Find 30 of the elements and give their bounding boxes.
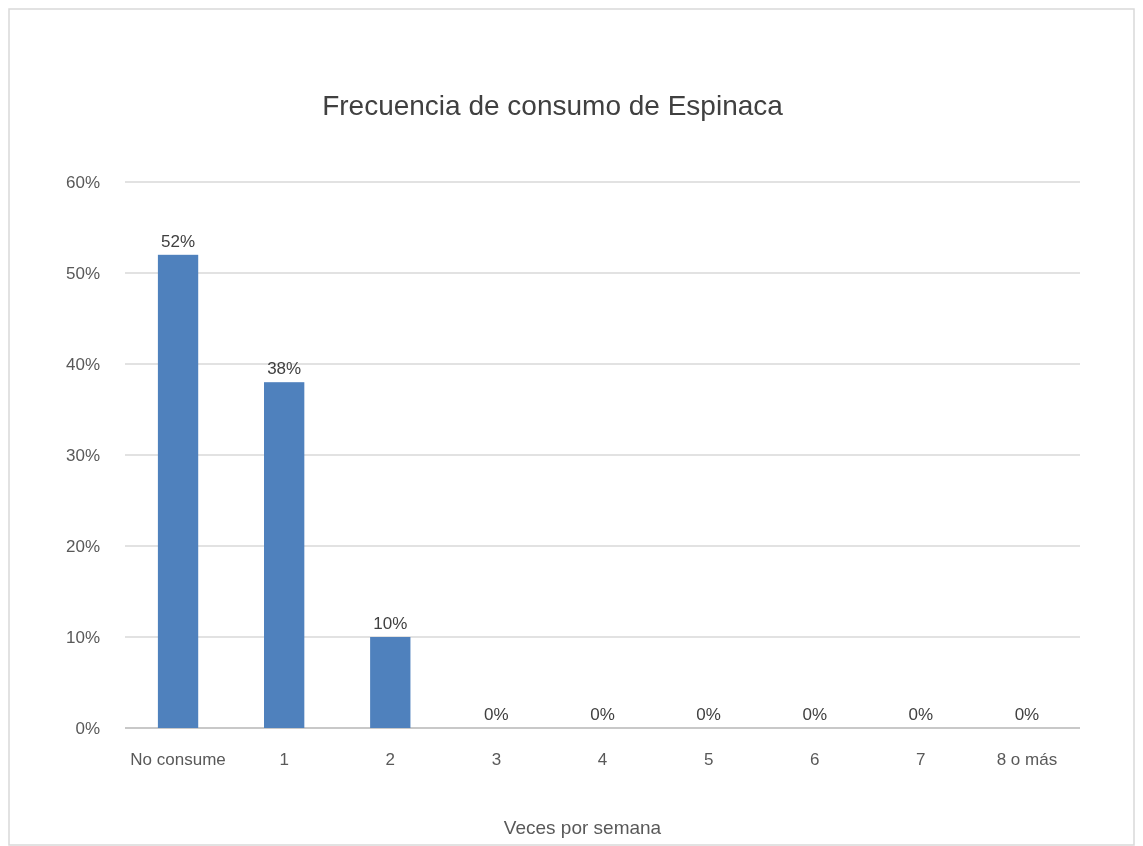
x-tick-label: 5 [703, 750, 714, 769]
data-label: 10% [373, 614, 408, 633]
data-label: 0% [484, 705, 509, 724]
y-tick-label: 0% [75, 718, 100, 738]
data-label: 0% [802, 705, 828, 724]
data-label: 0% [590, 705, 615, 724]
y-tick-label: 40% [65, 354, 100, 374]
x-tick-label: 3 [491, 750, 502, 769]
data-label: 0% [908, 705, 934, 724]
x-tick-label: 6 [809, 750, 820, 769]
data-label: 52% [161, 231, 196, 251]
x-tick-label: 1 [279, 750, 289, 769]
bar [157, 254, 199, 728]
x-tick-label: 2 [385, 750, 396, 769]
x-tick-label: No consume [130, 750, 226, 769]
y-tick-label: 50% [65, 263, 100, 283]
chart-title: Frecuencia de consumo de Espinaca [322, 90, 784, 121]
y-tick-label: 60% [65, 172, 100, 192]
y-tick-label: 10% [65, 627, 100, 647]
bar [370, 637, 411, 728]
data-label: 0% [1014, 705, 1040, 724]
x-tick-label: 8 o más [996, 750, 1058, 769]
y-tick-label: 30% [65, 445, 100, 465]
x-tick-label: 7 [916, 750, 926, 769]
x-axis-title: Veces por semana [503, 817, 662, 838]
y-tick-label: 20% [65, 536, 100, 556]
data-label: 0% [696, 705, 721, 724]
x-tick-label: 4 [597, 750, 608, 769]
data-label: 38% [267, 359, 302, 379]
bar [264, 382, 305, 728]
